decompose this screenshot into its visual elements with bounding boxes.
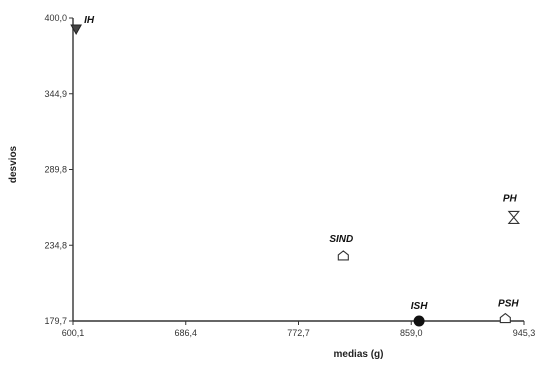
x-tick-label: 859,0: [400, 328, 423, 338]
y-tick-label: 344,9: [44, 89, 67, 99]
x-axis-title: medias (g): [333, 349, 383, 360]
y-tick-label: 289,8: [44, 165, 67, 175]
x-tick-label: 772,7: [287, 328, 310, 338]
y-tick-label: 179,7: [44, 316, 67, 326]
y-tick-label: 400,0: [44, 13, 67, 23]
y-axis-title: desvios: [8, 145, 19, 183]
point-label-ish: ISH: [411, 301, 428, 312]
axes: [72, 18, 524, 322]
point-marker-psh: [499, 312, 511, 324]
point-label-ih: IH: [84, 15, 95, 26]
ticks: 600,1 686,4 772,7 859,0 945,3 179,7 234,8 289,8…: [44, 13, 535, 338]
point-label-psh: PSH: [498, 299, 519, 310]
x-tick-label: 686,4: [174, 328, 197, 338]
point-label-ph: PH: [503, 193, 518, 204]
point-marker-ih: [70, 24, 82, 36]
data-points: IH SIND ISH PH PSH: [70, 15, 520, 327]
point-marker-sind: [337, 250, 349, 261]
point-marker-ph: [507, 210, 520, 224]
x-tick-label: 945,3: [513, 328, 536, 338]
x-tick-label: 600,1: [62, 328, 85, 338]
y-tick-label: 234,8: [44, 240, 67, 250]
point-label-sind: SIND: [329, 234, 353, 245]
point-marker-ish: [413, 315, 425, 327]
